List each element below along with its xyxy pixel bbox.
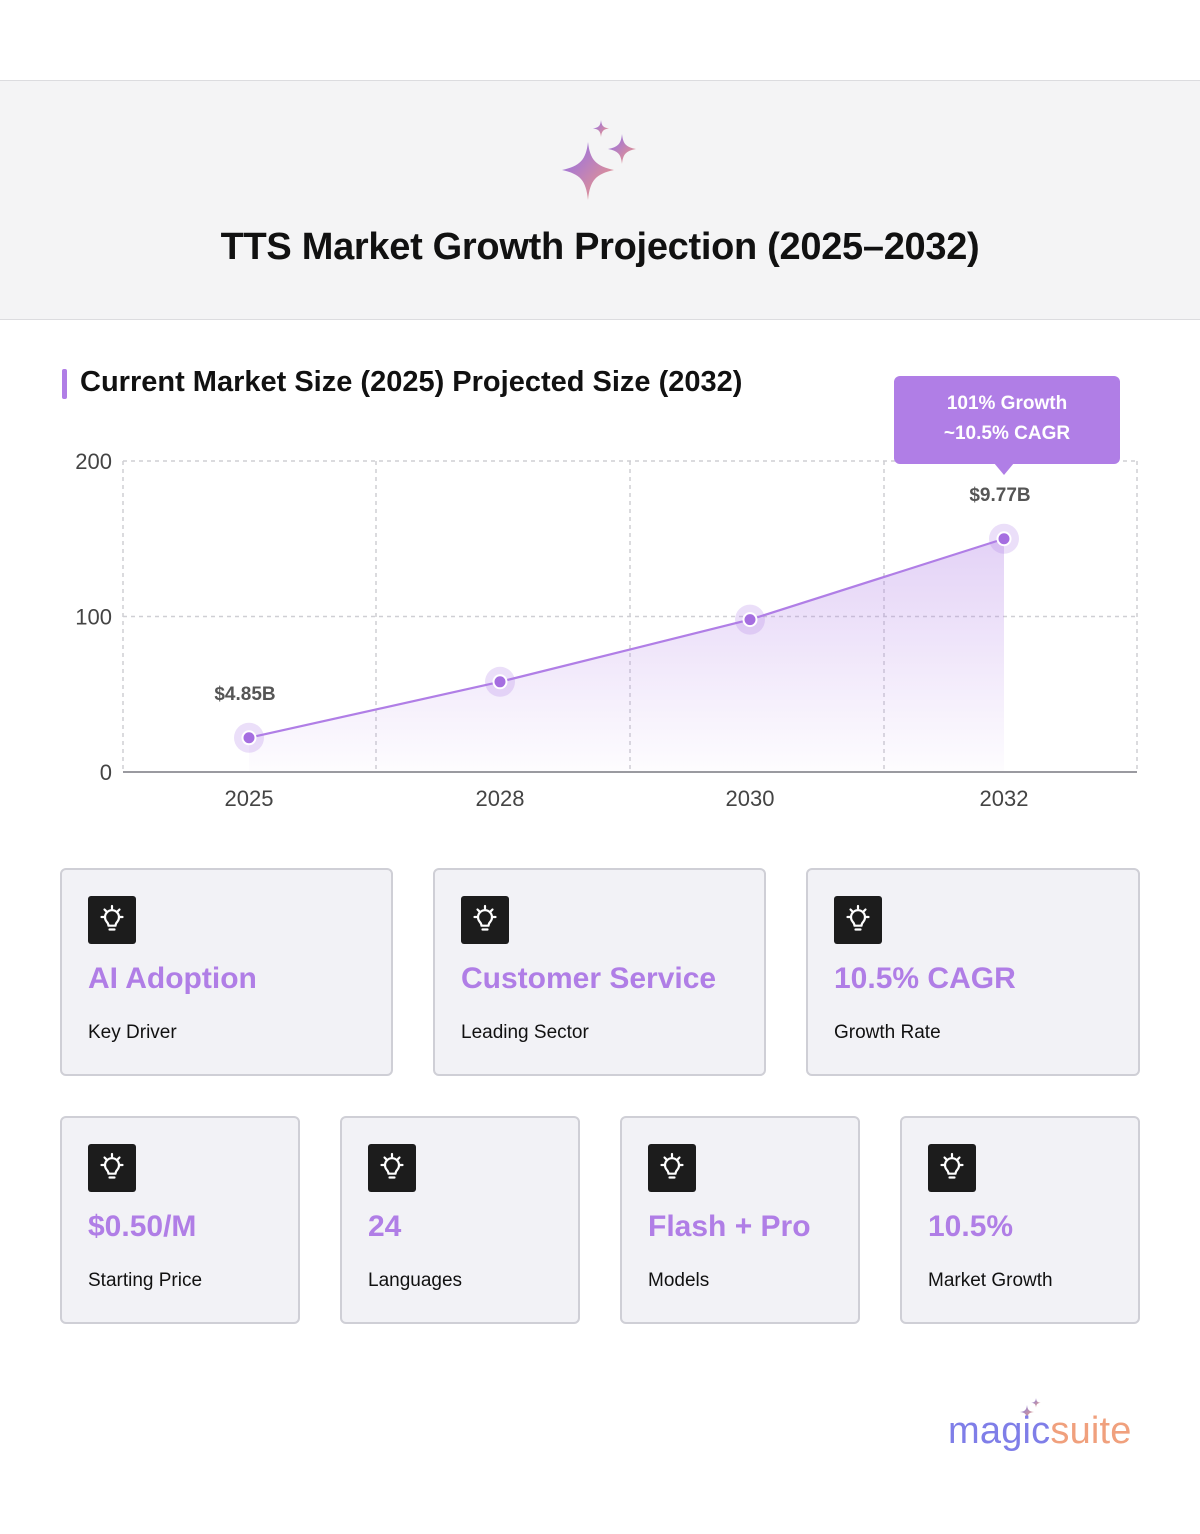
data-point xyxy=(996,531,1012,547)
lightbulb-icon xyxy=(88,1144,136,1192)
card-value: AI Adoption xyxy=(88,962,257,995)
lightbulb-icon xyxy=(88,896,136,944)
x-tick-label: 2030 xyxy=(726,786,775,811)
y-tick-label: 0 xyxy=(100,760,112,785)
callout-pointer xyxy=(994,463,1014,475)
callout-line-2: ~10.5% CAGR xyxy=(944,423,1070,444)
data-label: $4.85B xyxy=(214,684,275,705)
card-languages: 24 Languages xyxy=(340,1116,580,1324)
lightbulb-icon xyxy=(834,896,882,944)
card-value: $0.50/M xyxy=(88,1210,197,1243)
x-tick-label: 2028 xyxy=(476,786,525,811)
x-tick-label: 2025 xyxy=(225,786,274,811)
growth-chart: 0 100 200 2025 2028 2030 2032 $4.85B $9.77B 101… xyxy=(75,376,1138,811)
card-label: Key Driver xyxy=(88,1022,177,1043)
card-market-growth: 10.5% Market Growth xyxy=(900,1116,1140,1324)
card-label: Starting Price xyxy=(88,1270,203,1291)
lightbulb-icon xyxy=(648,1144,696,1192)
series-area xyxy=(249,538,1004,772)
data-label: $9.77B xyxy=(969,485,1030,506)
card-value: 10.5% xyxy=(928,1210,1014,1243)
lightbulb-icon xyxy=(461,896,509,944)
data-point xyxy=(492,674,508,690)
card-label: Models xyxy=(648,1270,710,1291)
section-title: Current Market Size (2025) Projected Siz… xyxy=(80,366,743,398)
series-line xyxy=(248,537,1005,739)
card-label: Growth Rate xyxy=(834,1022,941,1043)
lightbulb-icon xyxy=(928,1144,976,1192)
page-title: TTS Market Growth Projection (2025–2032) xyxy=(220,226,980,268)
card-label: Leading Sector xyxy=(461,1022,589,1043)
sparkle-icon xyxy=(562,120,636,200)
data-point xyxy=(742,612,758,628)
section-accent-bar xyxy=(62,369,67,399)
card-value: 24 xyxy=(368,1210,402,1243)
card-value: Customer Service xyxy=(461,962,717,995)
data-point xyxy=(241,730,257,746)
brand-wordmark: magicsuite xyxy=(948,1410,1132,1453)
callout-line-1: 101% Growth xyxy=(947,393,1067,414)
card-leading-sector: Customer Service Leading Sector xyxy=(433,868,766,1076)
header-band xyxy=(0,80,1200,320)
brand-logo: magicsuite xyxy=(948,1398,1148,1462)
card-growth-rate: 10.5% CAGR Growth Rate xyxy=(806,868,1140,1076)
brand-part-1: magic xyxy=(948,1410,1051,1452)
card-value: Flash + Pro xyxy=(648,1210,811,1243)
card-key-driver: AI Adoption Key Driver xyxy=(60,868,393,1076)
callout-box xyxy=(894,376,1120,464)
card-label: Languages xyxy=(368,1270,463,1291)
x-tick-label: 2032 xyxy=(980,786,1029,811)
card-starting-price: $0.50/M Starting Price xyxy=(60,1116,300,1324)
brand-sparkle-icon xyxy=(1020,1398,1041,1419)
lightbulb-icon xyxy=(368,1144,416,1192)
card-value: 10.5% CAGR xyxy=(834,962,1016,995)
y-tick-label: 200 xyxy=(75,449,112,474)
brand-part-2: suite xyxy=(1050,1410,1132,1452)
card-label: Market Growth xyxy=(928,1270,1053,1291)
y-tick-label: 100 xyxy=(75,605,112,630)
card-models: Flash + Pro Models xyxy=(620,1116,860,1324)
